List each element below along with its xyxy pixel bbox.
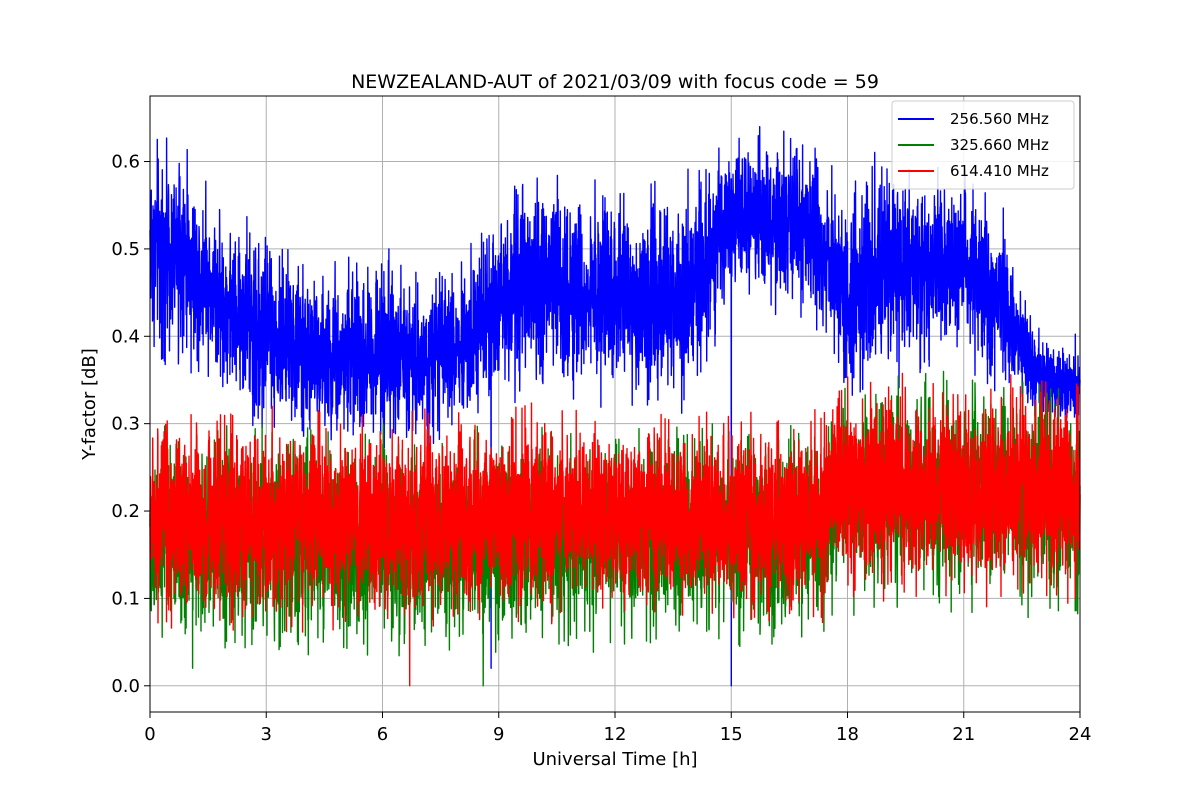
chart-title: NEWZEALAND-AUT of 2021/03/09 with focus … xyxy=(351,71,879,93)
x-tick-label: 18 xyxy=(836,724,859,745)
legend-box xyxy=(891,100,1075,190)
legend-label-325: 325.660 MHz xyxy=(950,136,1049,154)
axis-ticks: 0 3 6 9 12 15 18 21 24 0.0 0.1 0.2 0.3 0.4 0.5 0.6 xyxy=(111,152,1091,745)
y-tick-label: 0.1 xyxy=(111,588,140,609)
legend-label-614: 614.410 MHz xyxy=(950,162,1049,180)
y-tick-label: 0.2 xyxy=(111,501,140,522)
x-tick-label: 24 xyxy=(1069,724,1092,745)
x-tick-label: 12 xyxy=(604,724,627,745)
x-tick-label: 15 xyxy=(720,724,743,745)
x-tick-label: 6 xyxy=(377,724,388,745)
y-tick-label: 0.5 xyxy=(111,239,140,260)
x-tick-label: 9 xyxy=(493,724,504,745)
x-tick-label: 0 xyxy=(144,724,155,745)
y-tick-label: 0.0 xyxy=(111,676,140,697)
y-tick-label: 0.4 xyxy=(111,326,140,347)
series-line-2 xyxy=(149,372,1081,687)
legend-label-256: 256.560 MHz xyxy=(950,110,1049,128)
y-axis-label: Y-factor [dB] xyxy=(79,348,100,461)
plot-series xyxy=(149,126,1081,687)
x-tick-label: 21 xyxy=(952,724,975,745)
y-tick-label: 0.6 xyxy=(111,152,140,173)
x-axis-label: Universal Time [h] xyxy=(532,749,697,770)
y-tick-label: 0.3 xyxy=(111,414,140,435)
x-tick-label: 3 xyxy=(261,724,272,745)
legend: 256.560 MHz 325.660 MHz 614.410 MHz xyxy=(891,100,1075,190)
series-line-0 xyxy=(149,126,1081,687)
